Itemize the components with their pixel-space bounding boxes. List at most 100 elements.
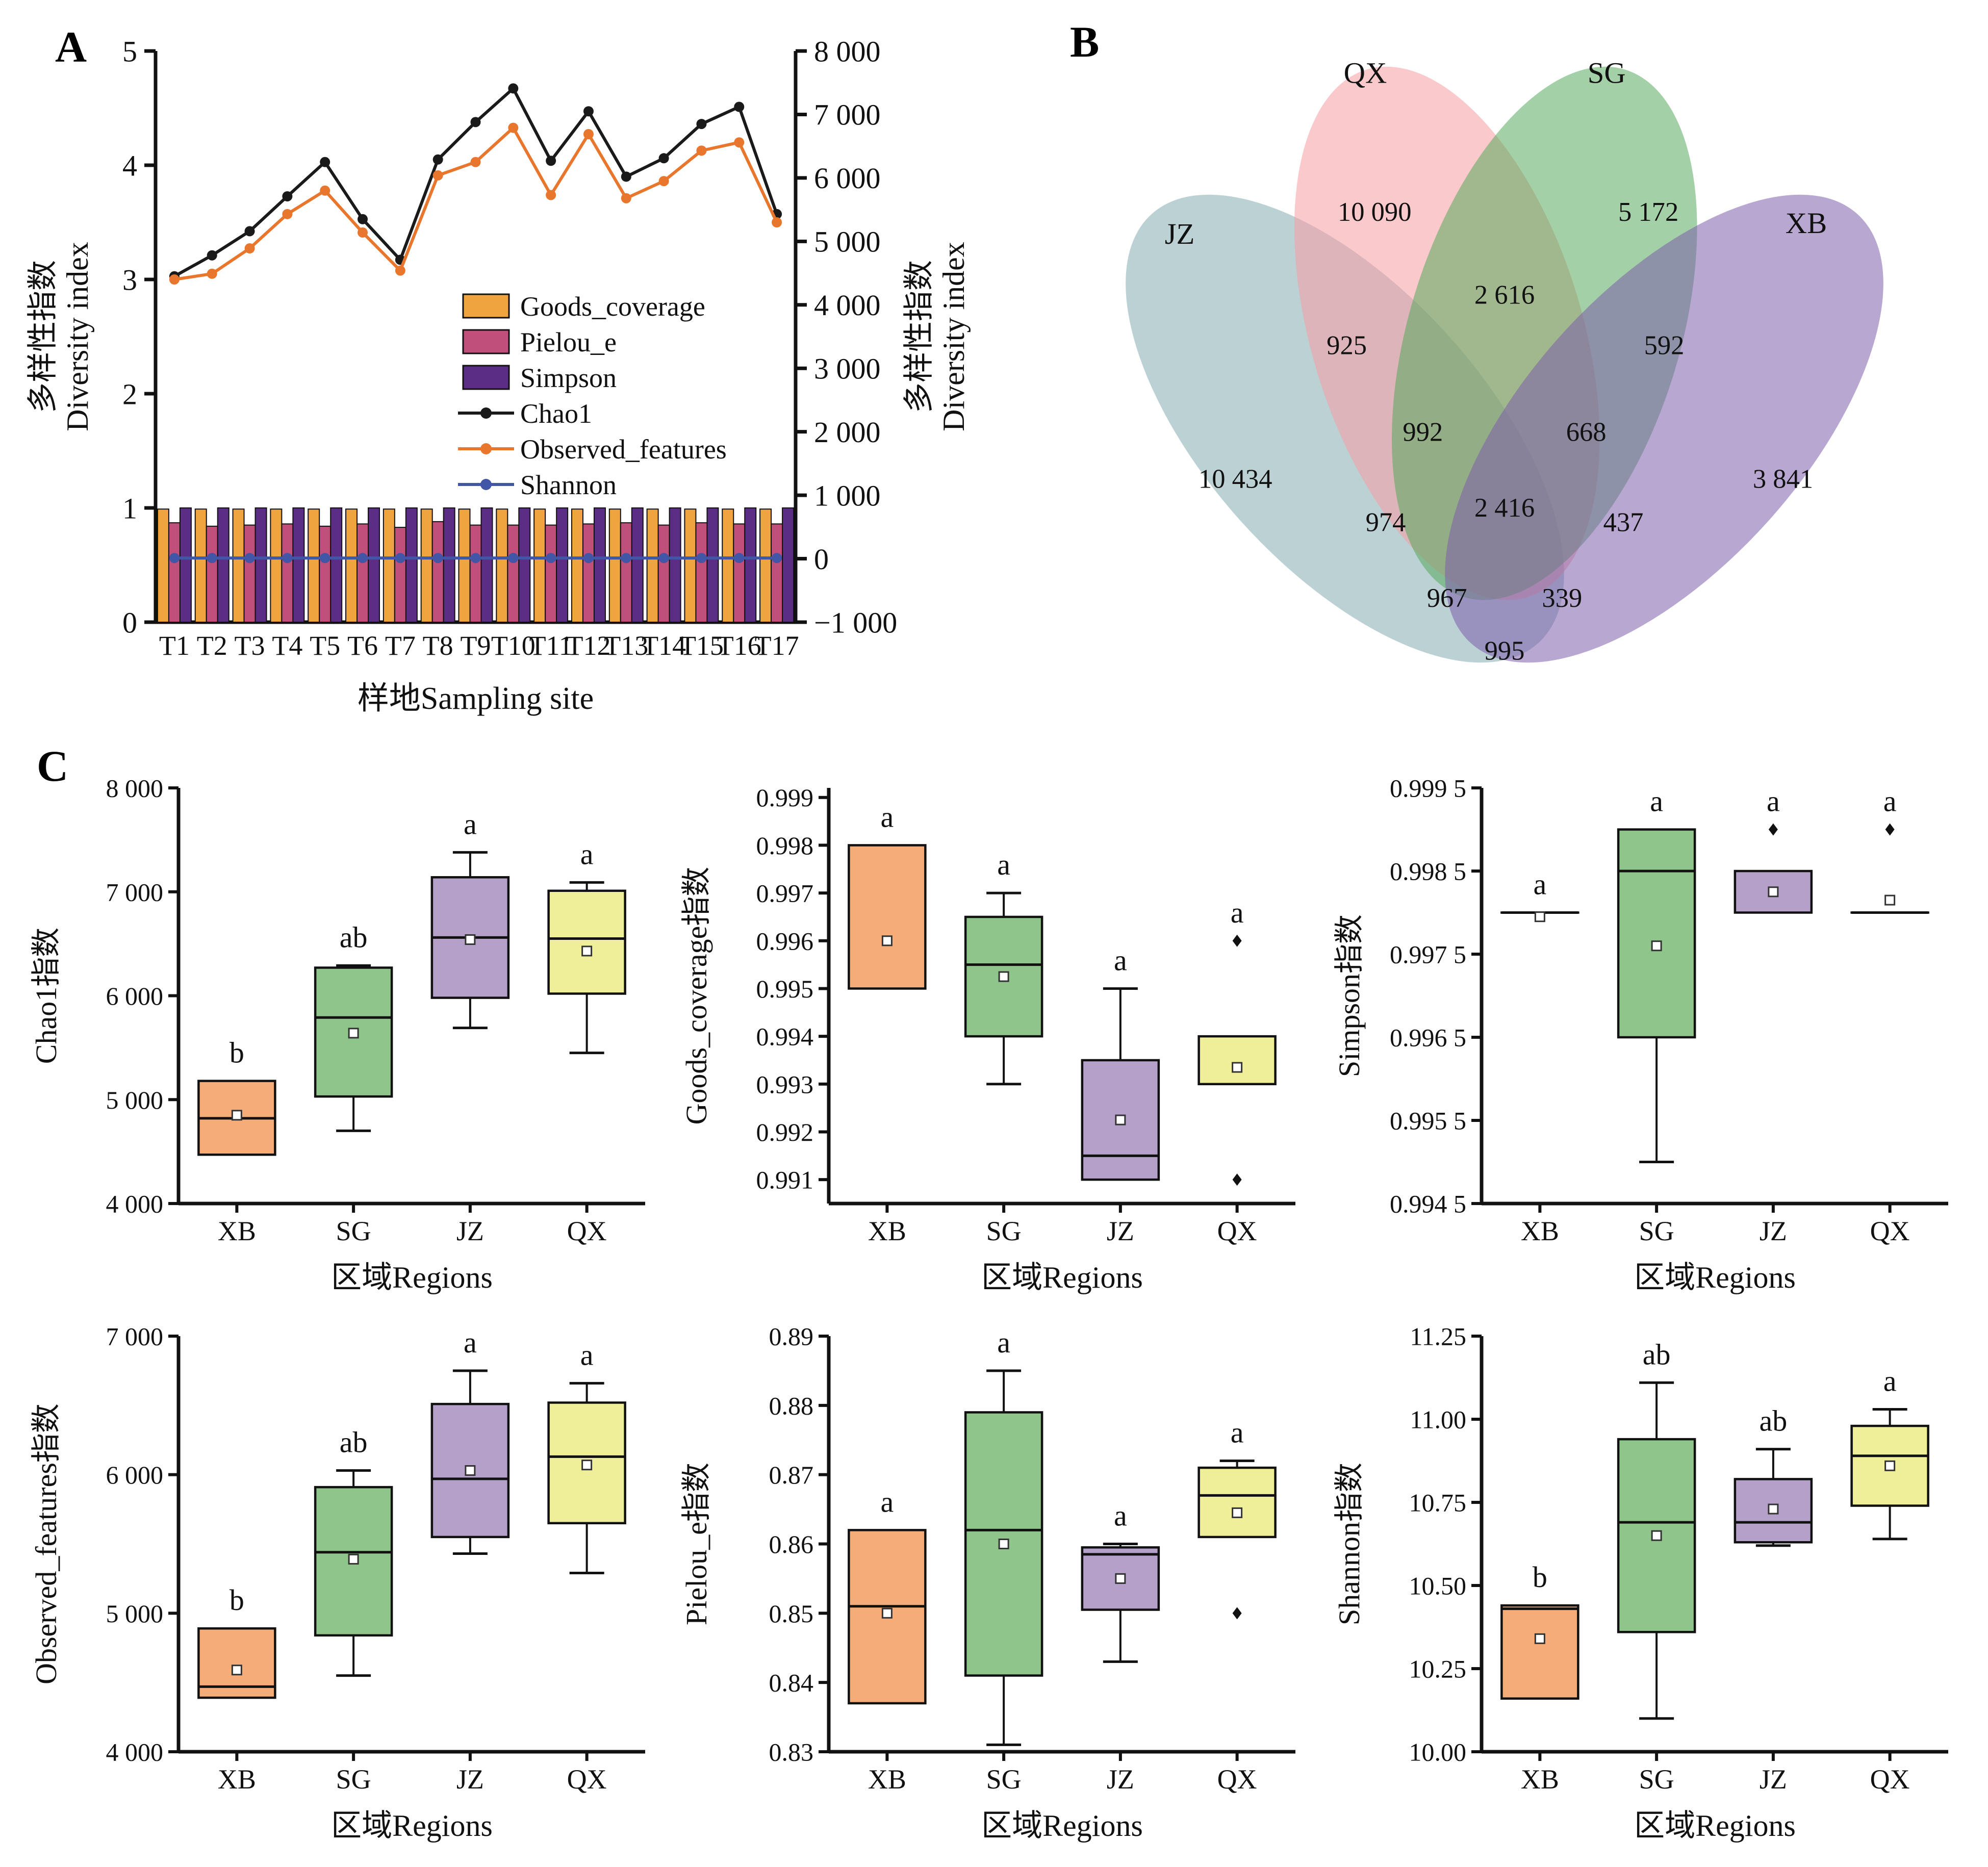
bar-Goods_coverage-T17 — [759, 508, 772, 623]
y-tick-label: 0.995 — [756, 975, 814, 1003]
significance-letter: a — [881, 800, 894, 833]
bar-Pielou_e-T4 — [281, 523, 294, 623]
x-axis-title: 样地Sampling site — [358, 681, 594, 716]
box-JZ: a — [1081, 943, 1160, 1181]
y-tick-label: 8 000 — [106, 774, 164, 803]
bar-Goods_coverage-T8 — [420, 508, 433, 623]
y-tick-label: 6 000 — [106, 1461, 164, 1489]
box-QX: a — [1197, 1416, 1277, 1620]
y-tick-label: 4 000 — [106, 1738, 164, 1767]
bar-Goods_coverage-T14 — [646, 508, 659, 623]
box-SG: ab — [314, 1426, 393, 1677]
venn-count: 339 — [1542, 583, 1582, 613]
bar-Simpson-T15 — [706, 507, 719, 623]
boxplot-svg-2: 0.994 5 0.995 5 0.996 5 0.997 5 0.998 5 0.999… — [1333, 774, 1948, 1294]
mean-marker — [581, 945, 593, 957]
marker-Chao1-T9 — [470, 117, 481, 127]
marker-Shannon-T7 — [395, 553, 405, 564]
mean-marker — [1534, 911, 1545, 923]
venn-diagram-regions: JZ QX SG XB 10 090 5 172 10 434 3 841 2 616 925 59… — [1040, 15, 1969, 739]
box-XB: b — [197, 1583, 276, 1699]
mean-marker — [1115, 1573, 1126, 1584]
x-tick-label: T7 — [385, 630, 416, 661]
x-tick-label: XB — [1521, 1216, 1559, 1246]
marker-Observed_features-T14 — [658, 176, 669, 187]
y-tick-label: 11.25 — [1410, 1322, 1466, 1351]
x-tick-label: QX — [567, 1764, 607, 1795]
legend-marker-Chao1 — [480, 407, 492, 419]
bar-Simpson-T11 — [556, 507, 569, 623]
legend-swatch-Pielou_e — [462, 329, 510, 354]
box-rect-QX — [1197, 1035, 1277, 1086]
mean-marker — [1884, 1460, 1896, 1471]
panel-b-label: B — [1070, 17, 1100, 66]
right-tick-label: −1 000 — [814, 606, 897, 639]
significance-letter: b — [230, 1036, 244, 1069]
bar-Pielou_e-T11 — [545, 524, 557, 623]
box-QX: a — [547, 1338, 626, 1575]
marker-Observed_features-T12 — [583, 129, 594, 140]
significance-letter: a — [1534, 868, 1547, 901]
y-tick-label: 6 000 — [106, 982, 164, 1010]
legend-marker-Shannon — [480, 479, 492, 490]
significance-letter: a — [997, 1326, 1010, 1359]
bar-Simpson-T2 — [217, 507, 230, 623]
mean-marker — [1651, 1530, 1662, 1541]
y-tick-label: 0.995 5 — [1390, 1107, 1466, 1135]
diversity-index-bar-line-chart: 0 1 2 3 4 5 8 000 7 000 6 000 5 000 4 000 3 000 2 00… — [20, 20, 1020, 760]
box-rect-QX — [547, 889, 626, 995]
significance-letter: b — [230, 1583, 244, 1617]
box-rect-SG — [964, 915, 1043, 1038]
y-axis-title: Goods_coverage指数 — [681, 867, 713, 1125]
marker-Shannon-T16 — [734, 553, 745, 564]
mean-marker — [881, 935, 893, 947]
x-tick-label: T11 — [529, 630, 573, 661]
y-tick-label: 10.75 — [1409, 1489, 1467, 1517]
significance-letter: a — [1231, 896, 1244, 929]
venn-count: 592 — [1644, 331, 1685, 361]
x-tick-label: T17 — [755, 630, 799, 661]
bar-Pielou_e-T2 — [206, 525, 218, 623]
x-tick-label: JZ — [1107, 1764, 1134, 1795]
marker-Shannon-T14 — [658, 553, 669, 564]
x-tick-label: T14 — [642, 630, 686, 661]
line-series-Observed_features — [169, 122, 782, 285]
bar-Goods_coverage-T10 — [496, 508, 508, 623]
bar-Goods_coverage-T16 — [722, 508, 734, 623]
significance-letter: a — [1114, 943, 1127, 977]
bar-Simpson-T14 — [669, 507, 681, 623]
significance-letter: a — [1231, 1416, 1244, 1449]
bar-Simpson-T1 — [179, 507, 192, 623]
mean-marker — [581, 1460, 593, 1471]
marker-Chao1-T11 — [546, 156, 556, 166]
bar-Pielou_e-T13 — [620, 522, 632, 623]
venn-count: 992 — [1403, 418, 1443, 447]
mean-marker — [1884, 894, 1896, 906]
venn-set-label-SG: SG — [1588, 56, 1626, 89]
marker-Observed_features-T1 — [169, 274, 180, 285]
y-tick-label: 0.994 5 — [1390, 1190, 1466, 1218]
marker-Shannon-T3 — [244, 553, 255, 564]
marker-Observed_features-T13 — [621, 193, 631, 203]
marker-Observed_features-T10 — [508, 122, 519, 133]
bar-Simpson-T4 — [292, 507, 305, 623]
marker-Shannon-T9 — [470, 553, 481, 564]
box-JZ: a — [430, 1326, 510, 1555]
marker-Chao1-T10 — [508, 83, 519, 94]
left-tick-label: 2 — [122, 377, 137, 411]
legend-label: Shannon — [520, 470, 617, 500]
marker-Shannon-T12 — [583, 553, 594, 564]
panel-c-label: C — [37, 741, 69, 790]
left-tick-label: 5 — [122, 35, 137, 68]
venn-count: 668 — [1566, 418, 1607, 447]
bar-Pielou_e-T1 — [168, 522, 181, 623]
y-tick-label: 0.996 5 — [1390, 1024, 1466, 1052]
venn-ellipse-XB — [1445, 194, 1883, 663]
y-tick-label: 4 000 — [106, 1190, 164, 1218]
marker-Chao1-T6 — [358, 214, 368, 224]
mean-marker — [465, 934, 476, 945]
x-tick-label: JZ — [456, 1216, 484, 1246]
marker-Chao1-T5 — [320, 157, 330, 167]
venn-count: 5 172 — [1618, 197, 1678, 227]
venn-count: 3 841 — [1753, 465, 1813, 494]
